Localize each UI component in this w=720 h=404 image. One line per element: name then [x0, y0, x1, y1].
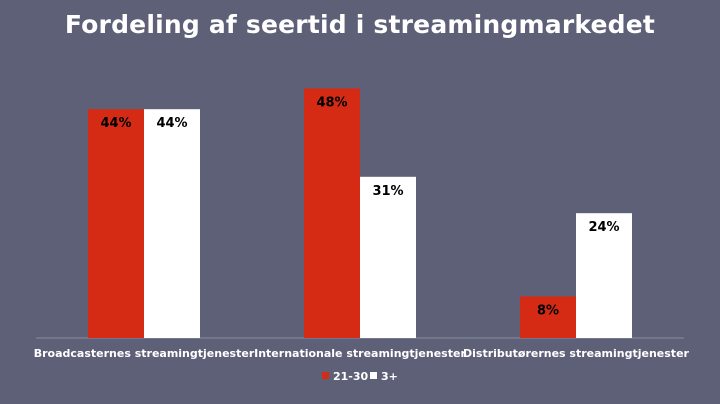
legend-swatch-3+: [370, 372, 377, 379]
category-label-3: Distributørernes streamingtjenester: [463, 347, 689, 360]
category-label-2: Internationale streamingtjenester: [254, 347, 466, 360]
chart-title: Fordeling af seertid i streamingmarkedet: [64, 10, 656, 39]
bar-3+-2: [360, 176, 416, 338]
data-label-3+-2: 31%: [372, 184, 403, 199]
data-label-3+-1: 44%: [156, 116, 187, 131]
data-label-21-30-3: 8%: [537, 303, 559, 318]
legend-swatch-21-30: [322, 372, 329, 379]
bar-21-30-2: [304, 88, 360, 339]
bar-21-30-1: [88, 109, 144, 338]
legend-label-3+: 3+: [381, 370, 398, 383]
category-label-1: Broadcasternes streamingtjenester: [34, 347, 255, 360]
data-label-3+-3: 24%: [588, 220, 619, 235]
data-label-21-30-1: 44%: [100, 116, 131, 131]
bar-21-30-3: [520, 296, 576, 338]
legend-label-21-30: 21-30: [333, 370, 369, 383]
bar-3+-3: [576, 213, 632, 338]
bar-3+-1: [144, 109, 200, 338]
data-label-21-30-2: 48%: [316, 95, 347, 110]
